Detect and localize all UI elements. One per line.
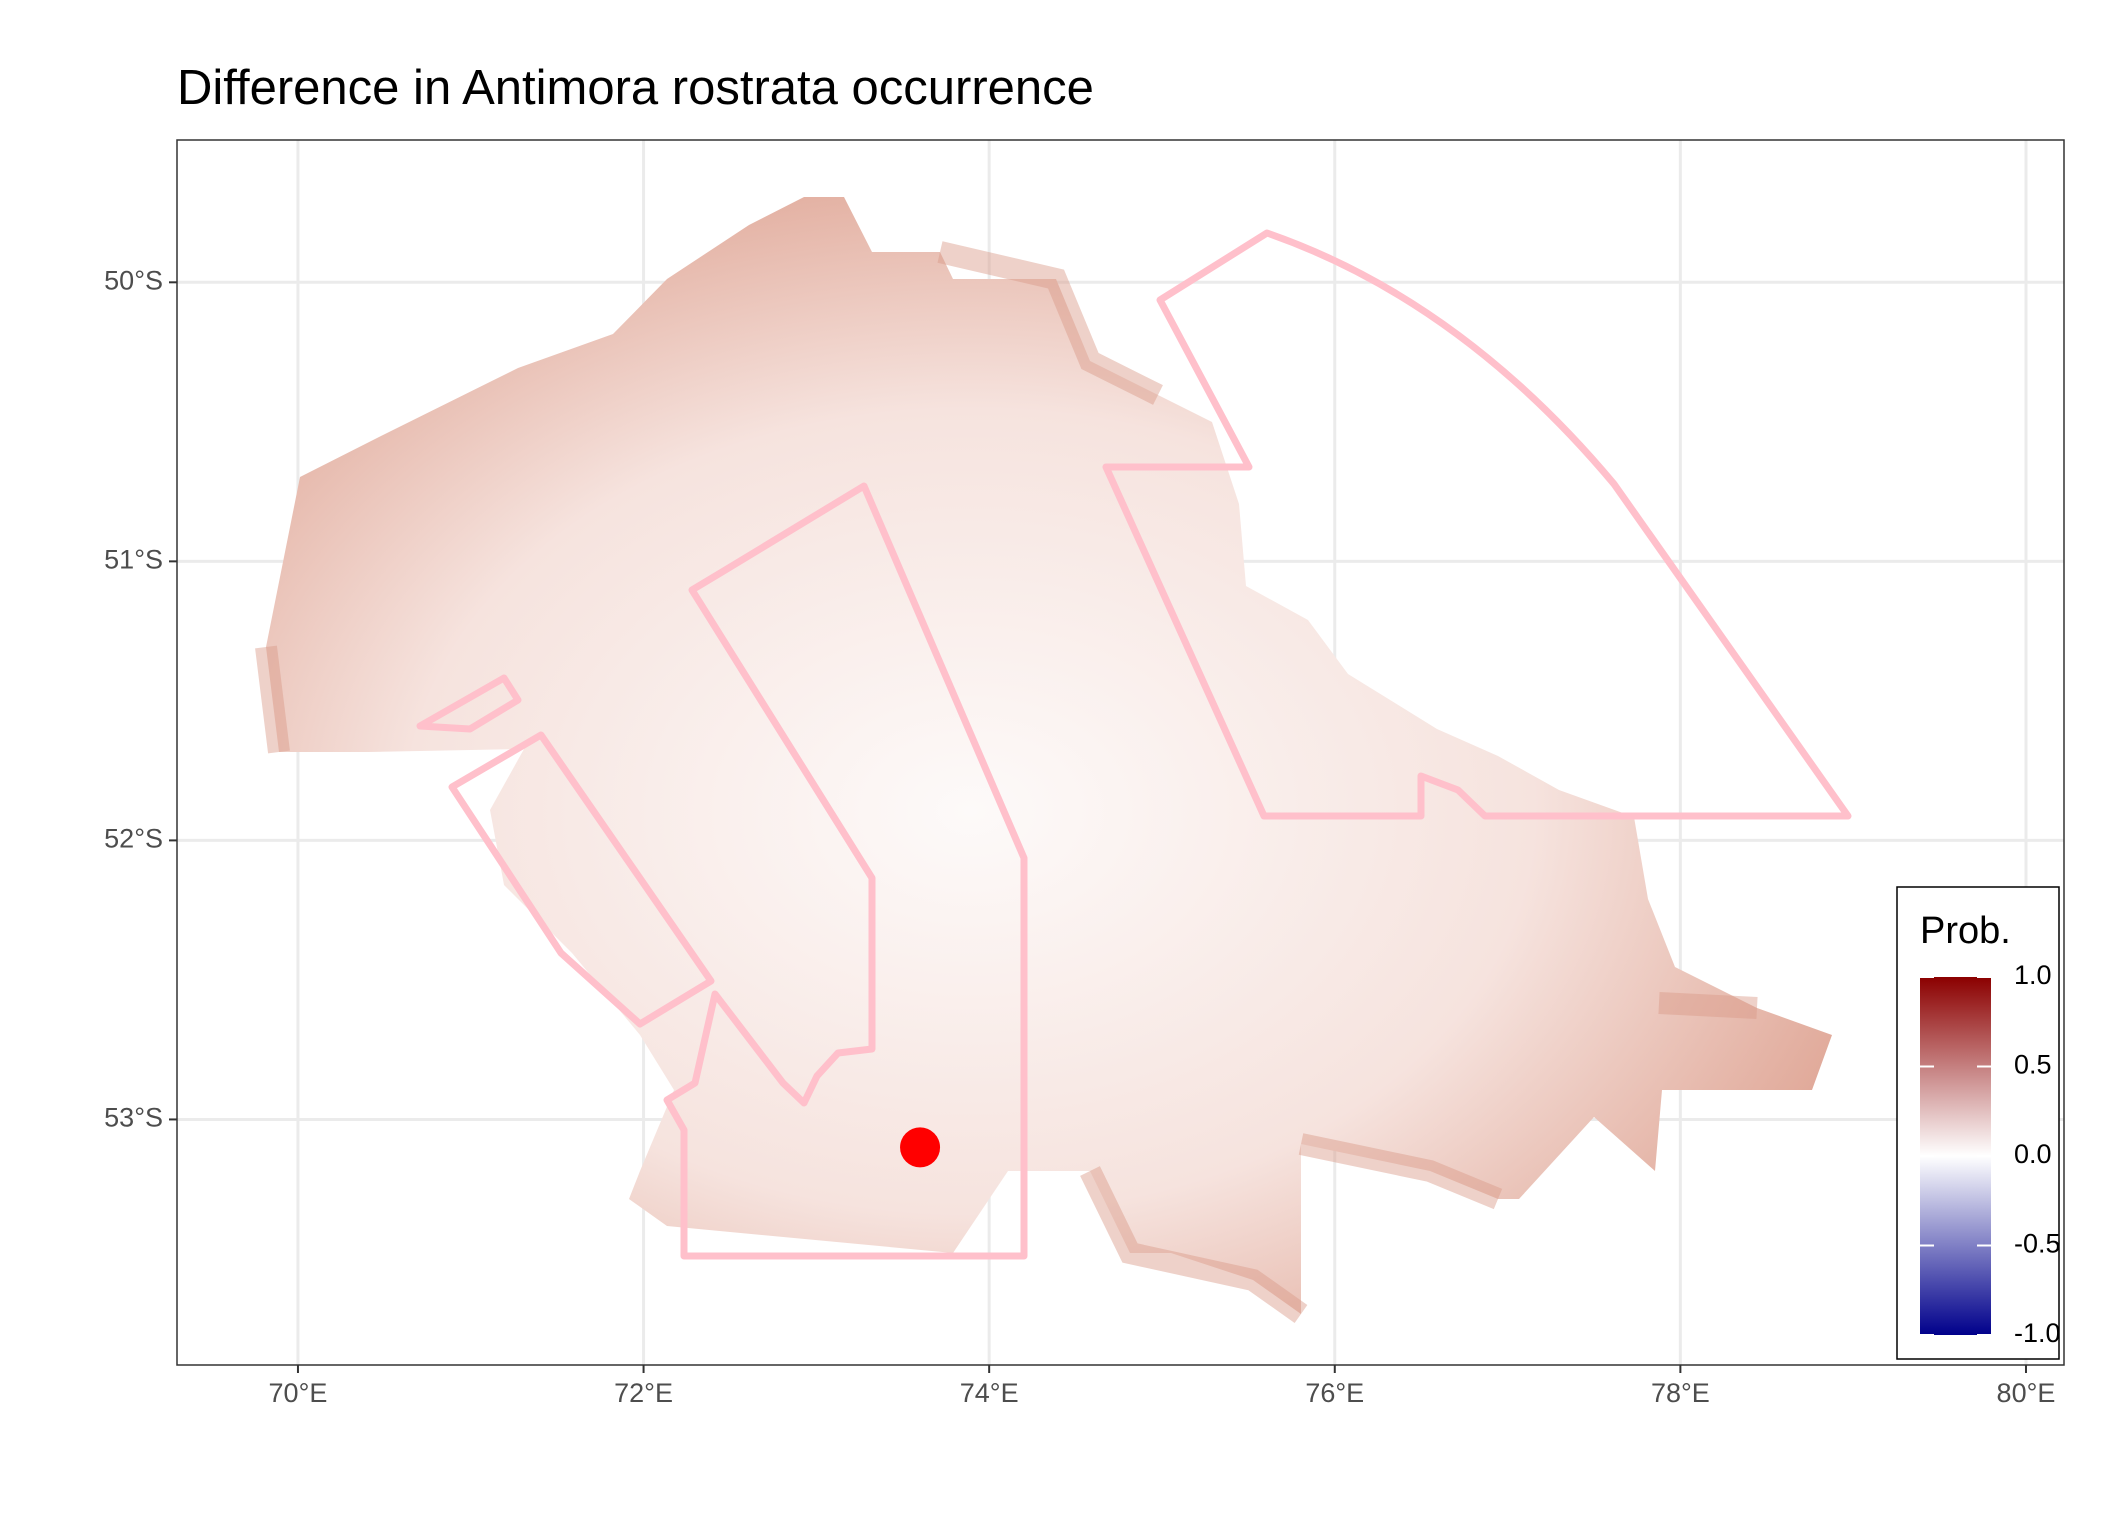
legend-title: Prob.	[1920, 910, 2011, 952]
legend-ticks: 1.0 0.5 0.0 -0.5 -1.0	[1920, 960, 2061, 1348]
area-boundary	[663, 482, 1028, 1260]
area-boundary	[1102, 229, 1852, 820]
x-tick-label: 72°E	[614, 1378, 673, 1408]
y-tick-label: 51°S	[104, 544, 163, 574]
x-tick-label: 70°E	[269, 1378, 328, 1408]
raster-layer	[255, 197, 1832, 1323]
points	[900, 1127, 941, 1168]
y-tick-label: 50°S	[104, 265, 163, 295]
legend-tick-label: 1.0	[2014, 960, 2052, 990]
x-tick-label: 80°E	[1997, 1378, 2056, 1408]
axes: 70°E 72°E 74°E 76°E 78°E 80°E 50°S 51°S 52°S 53°S	[104, 265, 2055, 1408]
area-boundary	[416, 674, 522, 733]
x-tick-label: 76°E	[1305, 1378, 1364, 1408]
occurrence-surface	[266, 197, 1832, 1314]
y-tick-label: 52°S	[104, 824, 163, 854]
edge-shading	[255, 241, 1758, 1323]
x-tick-label: 74°E	[960, 1378, 1019, 1408]
y-tick-label: 53°S	[104, 1103, 163, 1133]
area-boundary	[448, 731, 715, 1028]
x-tick-label: 78°E	[1651, 1378, 1710, 1408]
legend-tick-label: -1.0	[2014, 1318, 2061, 1348]
site-point	[900, 1127, 941, 1168]
protected-areas	[416, 229, 1852, 1260]
legend-tick-label: -0.5	[2014, 1229, 2061, 1259]
legend-tick-label: 0.5	[2014, 1050, 2052, 1080]
map-title: Difference in Antimora rostrata occurren…	[177, 61, 1094, 115]
panel-border	[176, 139, 2065, 1366]
legend-tick-label: 0.0	[2014, 1139, 2052, 1169]
